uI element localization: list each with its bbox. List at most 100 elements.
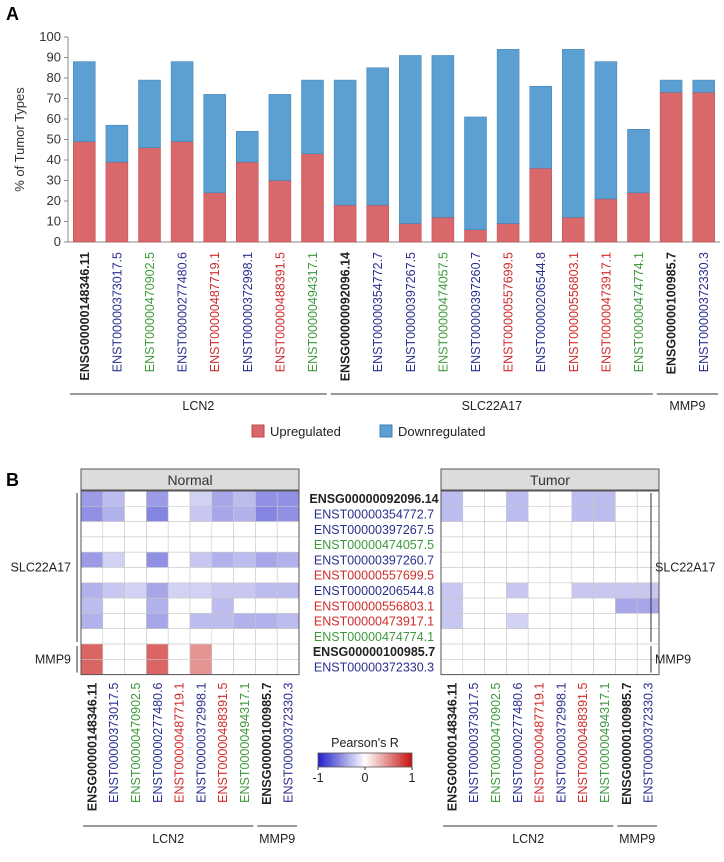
heatmap-cell (167, 536, 191, 553)
heatmap-cell (124, 551, 147, 568)
group-label: MMP9 (669, 399, 705, 413)
heatmap-cell (146, 613, 169, 630)
heatmap-cell (484, 658, 507, 675)
heatmap-cell (484, 613, 507, 630)
heatmap-cell (462, 490, 485, 507)
heatmap-cell (233, 643, 256, 660)
heatmap-cell (615, 597, 638, 614)
group-label: SLC22A17 (462, 399, 523, 413)
bar-upregulated (594, 198, 618, 243)
heatmap-cell (124, 643, 147, 660)
heatmap-cell (276, 643, 300, 660)
heatmap-cell (527, 613, 551, 630)
bar-upregulated (496, 223, 520, 243)
heatmap-cell (549, 521, 573, 538)
column-group-label: LCN2 (152, 832, 184, 846)
x-tick-label: ENST00000470902.5 (143, 252, 157, 372)
legend-label-downregulated: Downregulated (398, 424, 485, 439)
heatmap-cell (124, 567, 147, 584)
bar-upregulated (170, 141, 194, 243)
heatmap-cell (571, 628, 594, 645)
heatmap-cell (440, 551, 464, 568)
x-tick-label: ENSG00000148346.11 (78, 252, 92, 381)
bar-upregulated (562, 217, 585, 243)
heatmap-cell (276, 521, 300, 538)
panel-b-label: B (6, 470, 19, 490)
heatmap-cell (255, 551, 278, 568)
x-tick-label: ENST00000473917.1 (599, 252, 613, 372)
panel-title-tumor: Tumor (530, 472, 570, 488)
y-tick-label: 60 (47, 111, 61, 126)
legend-swatch-downregulated (379, 424, 393, 438)
heatmap-cell (255, 643, 278, 660)
heatmap-cell (189, 521, 213, 538)
heatmap-cell (636, 490, 660, 507)
heatmap-cell (276, 613, 300, 630)
heatmap-cell (462, 551, 485, 568)
y-tick-label: 20 (47, 193, 61, 208)
heatmap-cell (506, 536, 529, 553)
heatmap-cell (167, 628, 191, 645)
column-label: ENST00000487719.1 (533, 683, 547, 803)
x-tick-label: ENST00000354772.7 (371, 252, 385, 372)
column-label: ENST00000494317.1 (598, 683, 612, 803)
heatmap-cell (615, 658, 638, 675)
heatmap-cell (80, 567, 104, 584)
heatmap-cell (593, 597, 616, 614)
heatmap-cell (527, 643, 551, 660)
heatmap-cell (146, 643, 169, 660)
heatmap-cell (636, 536, 660, 553)
heatmap-cell (506, 597, 529, 614)
heatmap-cell (527, 536, 551, 553)
heatmap-cell (484, 582, 507, 599)
heatmap-cell (506, 551, 529, 568)
heatmap-cell (255, 597, 278, 614)
heatmap-cell (189, 597, 213, 614)
row-label: ENSG00000100985.7 (313, 645, 435, 659)
heatmap-cell (255, 628, 278, 645)
heatmap-cell (571, 505, 594, 522)
y-tick-label: 80 (47, 70, 61, 85)
x-tick-label: ENSG00000092096.14 (339, 252, 353, 381)
heatmap-cell (146, 628, 169, 645)
heatmap-cell (593, 658, 616, 675)
bar-downregulated (692, 79, 715, 93)
bar-downregulated (138, 79, 161, 148)
heatmap-cell (124, 536, 147, 553)
panel-title-normal: Normal (167, 472, 212, 488)
y-tick-label: 0 (54, 234, 61, 249)
heatmap-cell (506, 567, 529, 584)
heatmap-cell (211, 490, 234, 507)
heatmap-cell (506, 643, 529, 660)
heatmap-cell (255, 536, 278, 553)
heatmap-cell (167, 505, 191, 522)
bar-upregulated (138, 147, 161, 243)
heatmap-cell (462, 536, 485, 553)
heatmap-cell (506, 658, 529, 675)
bar-downregulated (659, 79, 683, 93)
heatmap-cell (462, 613, 485, 630)
heatmap-cell (484, 567, 507, 584)
heatmap-cell (484, 521, 507, 538)
heatmap-cell (440, 613, 464, 630)
heatmap-cell (167, 567, 191, 584)
heatmap-cell (167, 551, 191, 568)
heatmap-cell (233, 567, 256, 584)
heatmap-cell (484, 490, 507, 507)
heatmap-cell (462, 597, 485, 614)
column-label: ENST00000277480.6 (511, 683, 525, 803)
bar-downregulated (496, 49, 520, 224)
bar-downregulated (203, 94, 226, 194)
heatmap-cell (549, 597, 573, 614)
y-tick-label: 70 (47, 91, 61, 106)
heatmap-cell (527, 582, 551, 599)
heatmap-cell (615, 567, 638, 584)
heatmap-cell (146, 505, 169, 522)
heatmap-cell (80, 551, 104, 568)
bar-upregulated (627, 192, 650, 243)
heatmap-cell (211, 613, 234, 630)
heatmap-cell (571, 643, 594, 660)
heatmap-cell (146, 567, 169, 584)
row-label: ENST00000397267.5 (314, 523, 434, 537)
heatmap-cell (102, 582, 125, 599)
